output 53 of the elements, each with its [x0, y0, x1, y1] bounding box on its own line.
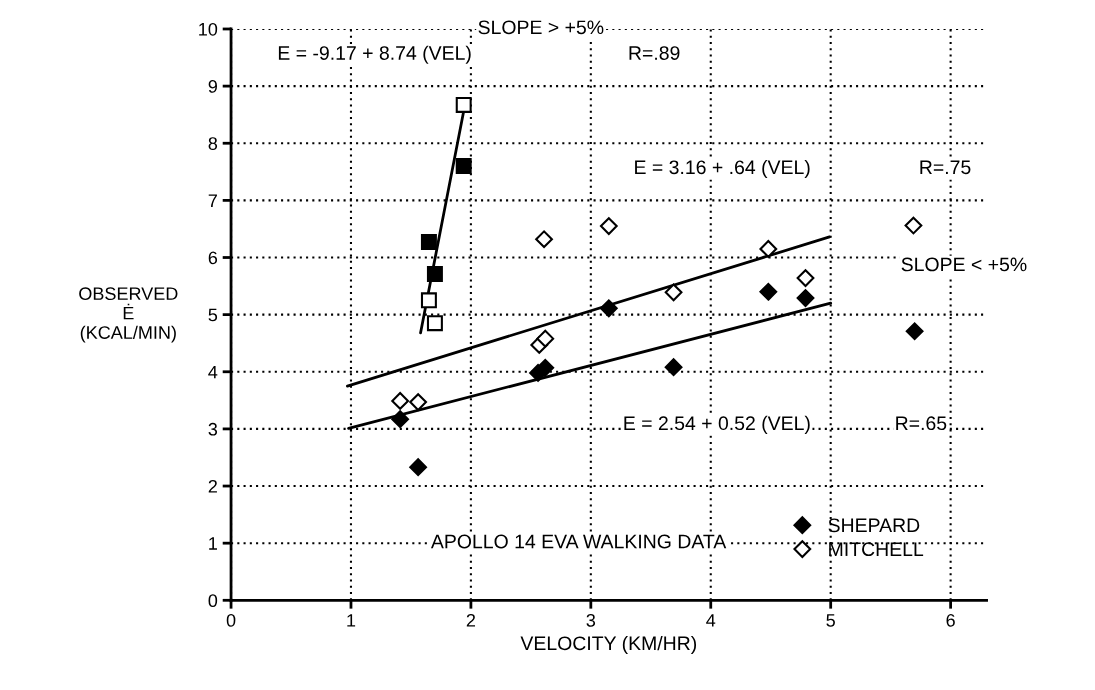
point	[426, 315, 443, 332]
x-tick-label: 3	[586, 613, 596, 627]
y-axis-title: OBSERVED Ė (KCAL/MIN)	[79, 287, 178, 343]
point	[599, 217, 618, 235]
point	[426, 266, 443, 283]
point	[796, 269, 815, 287]
point	[535, 230, 553, 249]
annotation: SLOPE > +5%	[478, 20, 604, 35]
point	[409, 458, 428, 477]
y-tick-label: 4	[208, 365, 218, 379]
point	[420, 234, 437, 251]
annotation: E = -9.17 + 8.74 (VEL)	[278, 45, 471, 64]
annotation: R=.75	[920, 160, 971, 175]
annotation: E = 2.54 + 0.52 (VEL)	[624, 415, 810, 434]
x-tick-label: 2	[466, 613, 476, 627]
legend-label: SHEPARD	[828, 518, 920, 533]
x-axis-title: VELOCITY (KM/HR)	[520, 635, 697, 654]
y-tick-label: 0	[208, 594, 218, 608]
point	[455, 158, 472, 175]
x-tick-label: 6	[946, 613, 955, 627]
point	[599, 299, 618, 318]
x-tick-label: 4	[706, 614, 716, 627]
y-tick-label: 2	[208, 479, 217, 493]
x-tick-label: 0	[226, 613, 236, 627]
point	[664, 283, 683, 302]
point	[664, 358, 683, 377]
legend-label: MITCHELL	[829, 542, 924, 557]
point	[420, 292, 437, 309]
annotation: R=.65	[896, 416, 947, 431]
point	[536, 329, 555, 348]
point	[904, 216, 923, 235]
annotation: R=.89	[629, 46, 680, 60]
y-tick-label: 6	[208, 251, 218, 265]
point	[409, 393, 428, 411]
x-tick-label: 1	[347, 614, 356, 627]
annotation: SLOPE < +5%	[901, 257, 1027, 272]
annotation: E = 3.16 + .64 (VEL)	[635, 159, 810, 179]
y-tick-label: 1	[209, 537, 217, 550]
y-tick-label: 10	[199, 22, 218, 36]
y-tick-label: 7	[208, 194, 217, 207]
y-tick-label: 9	[208, 80, 217, 93]
annotation: APOLLO 14 EVA WALKING DATA	[430, 534, 727, 549]
point	[796, 289, 815, 307]
point	[759, 282, 778, 301]
point	[455, 96, 472, 113]
y-tick-label: 3	[208, 422, 218, 436]
point	[759, 240, 778, 258]
point	[391, 410, 410, 429]
x-tick-label: 5	[826, 614, 835, 627]
y-tick-label: 5	[208, 308, 218, 322]
point	[905, 322, 924, 341]
point	[391, 392, 410, 410]
y-tick-label: 8	[208, 137, 218, 150]
